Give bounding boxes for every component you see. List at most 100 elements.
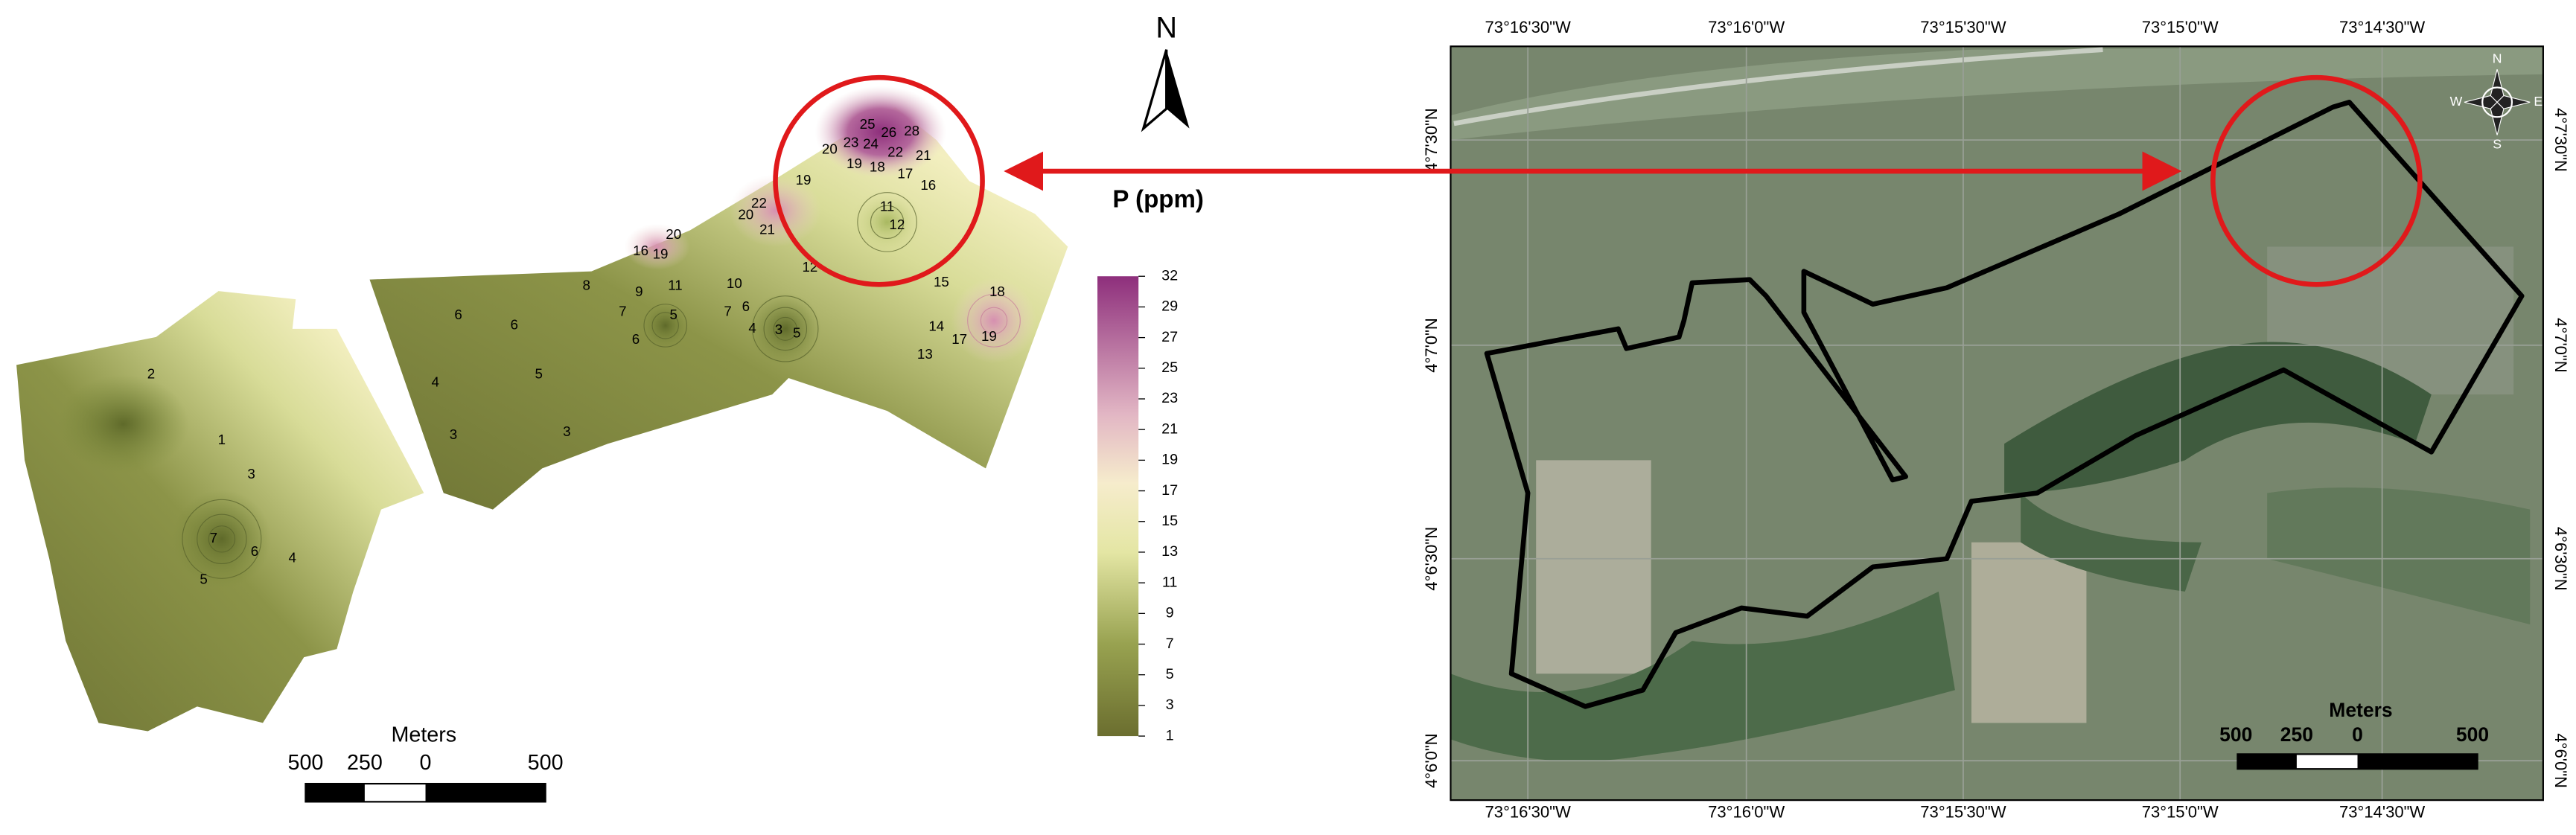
contour-label: 7 [210,530,217,546]
legend-tick-label: 21 [1161,420,1178,437]
legend-tick-label: 19 [1161,452,1178,468]
legend-tick-label: 5 [1166,666,1174,682]
highlight-circle [773,74,985,287]
longitude-label: 73°15'0"W [2142,18,2219,36]
contour-label: 17 [951,331,967,347]
legend-tick-label: 17 [1161,482,1178,499]
contour-label: 5 [200,571,207,586]
legend-tick-label: 29 [1161,298,1178,315]
map-frame [1450,45,2544,802]
longitude-label: 73°16'30"W [1485,803,1571,822]
latitude-label: 4°6'0"N [2551,733,2570,788]
contour-label: 6 [510,316,517,332]
color-bar [1097,276,1139,737]
latitude-label: 4°6'30"N [1422,527,1441,591]
hotspot [951,278,1037,364]
scale-label: 500 [288,751,324,775]
contour-label: 22 [751,195,767,211]
contour-label: 17 [897,165,913,181]
contour-label: 4 [748,320,756,336]
latitude-label: 4°7'30"N [1422,108,1441,172]
legend-tick-label: 27 [1161,329,1178,345]
longitude-label: 73°15'30"W [1920,18,2006,36]
latitude-label: 4°6'30"N [2551,527,2570,591]
latitude-label: 4°7'0"N [2551,318,2570,373]
lowspot [172,490,272,589]
scale-label: 500 [2219,723,2252,746]
scale-labels: 500 250 0 500 [288,751,564,775]
legend-tick-label: 13 [1161,543,1178,560]
contour-label: 6 [251,543,258,559]
latitude-label: 4°7'0"N [1422,318,1441,373]
contour-label: 19 [796,172,812,188]
contour-label: 7 [724,304,731,319]
north-label: N [1155,12,1177,45]
legend-tick-label: 3 [1166,697,1174,713]
contour-label: 3 [563,423,570,439]
contour-label: 5 [670,307,678,322]
contour-label: 7 [619,304,626,319]
contour-label: 21 [759,221,775,237]
contour-label: 1 [218,432,226,447]
satellite-map [1450,46,2543,801]
contour-label: 18 [989,284,1005,299]
scale-label: 500 [528,751,564,775]
longitude-label: 73°14'30"W [2339,803,2425,822]
longitude-label: 73°14'30"W [2339,18,2425,36]
scale-unit: Meters [2329,699,2392,721]
longitude-label: 73°15'30"W [1920,803,2006,822]
scale-label: 0 [2352,723,2363,746]
contour-label: 11 [668,277,682,292]
hotspot [729,174,822,247]
highlight-circle [2210,74,2423,287]
scale-segment [2357,754,2478,770]
contour-label: 18 [870,159,885,175]
contour-label: 20 [738,207,753,223]
legend-tick-label: 15 [1161,513,1178,529]
contour-label: 23 [844,134,859,150]
contour-label: 16 [920,177,936,193]
longitude-label: 73°16'30"W [1485,18,1571,36]
longitude-label: 73°15'0"W [2142,803,2219,822]
contour-label: 16 [633,243,648,258]
lowspot [57,374,189,474]
contour-label: 20 [666,226,681,242]
coordinate-labels: 73°16'30"W 73°16'30"W 73°16'0"W 73°16'0"W 73… [1422,18,2570,822]
contour-label: 14 [928,319,944,334]
scale-labels: 500 250 0 500 [2219,723,2489,746]
contour-label: 28 [904,123,919,138]
contour-label: 3 [775,321,782,337]
contour-label: 10 [727,275,742,291]
latitude-label: 4°6'0"N [1422,733,1441,788]
scale-segment [425,784,546,802]
contour-label: 3 [450,426,457,442]
farm-boundary [1484,100,2525,709]
contour-label: 13 [917,346,933,362]
legend-tick-label: 1 [1166,727,1174,743]
contour-label: 6 [742,298,750,314]
contour-label: 19 [847,156,862,171]
lowspot [851,189,924,255]
scale-label: 500 [2456,723,2489,746]
contour-label: 5 [793,324,800,340]
contour-label: 20 [822,141,838,156]
contour-label: 19 [981,328,997,344]
latitude-label: 4°7'30"N [2551,108,2570,172]
lowspot [642,302,689,349]
lowspot [749,292,822,365]
legend-tick-label: 9 [1166,605,1174,621]
contour-label: 6 [454,307,462,322]
north-arrow [1166,49,1190,129]
north-arrow [1141,49,1168,132]
contour-label: 22 [887,144,903,160]
contour-label: 21 [916,147,931,163]
contour-label: 15 [934,274,949,289]
legend-tick-label: 25 [1161,359,1178,376]
scale-segment [2237,754,2297,770]
contour-lines [182,192,1021,579]
compass-letter: E [2534,94,2542,109]
contour-label: 4 [432,374,439,390]
